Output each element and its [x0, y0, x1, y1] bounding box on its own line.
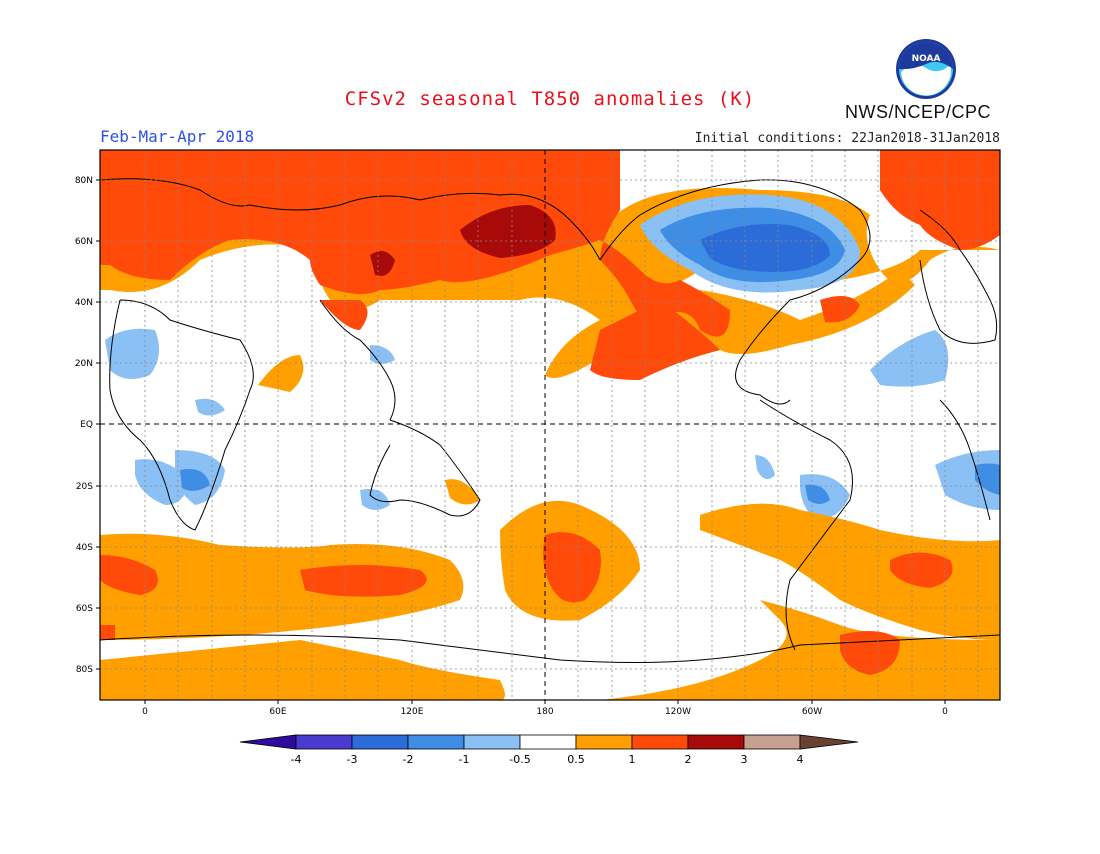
logo-text: NOAA [912, 54, 941, 64]
map-frame [99, 149, 1001, 701]
lat-label: 20N [75, 359, 93, 369]
warm-region-south [100, 533, 464, 640]
lat-label: 40N [75, 298, 93, 308]
lat-ticks [96, 179, 100, 670]
coastlines [100, 178, 1000, 663]
colorbar-segment [687, 734, 745, 750]
colorbar-segment [463, 734, 521, 750]
lat-label: EQ [80, 420, 93, 430]
chart-title: CFSv2 seasonal T850 anomalies (K) [344, 88, 756, 110]
colorbar-label: 1 [629, 753, 636, 766]
colorbar-label: -1 [459, 753, 470, 766]
colorbar-segment [631, 734, 689, 750]
colorbar-labels: -4 -3 -2 -1 -0.5 0.5 1 2 3 4 [291, 753, 804, 766]
agency-label: NWS/NCEP/CPC [845, 102, 992, 122]
anomaly-field [100, 150, 1000, 700]
colorbar-left-arrow [239, 734, 297, 750]
colorbar-segment [743, 734, 801, 750]
lon-label: 120E [401, 707, 424, 717]
lon-label: 0 [942, 707, 948, 717]
warm-region-north-strong [100, 150, 730, 337]
colorbar-right-arrow [799, 734, 859, 750]
colorbar-label: 2 [685, 753, 692, 766]
lat-label: 20S [76, 482, 93, 492]
lat-label: 40S [76, 543, 93, 553]
warm-region-north-strongest [460, 205, 556, 258]
lat-label: 80S [76, 665, 93, 675]
noaa-logo-icon: NOAA [895, 38, 957, 100]
colorbar-segment [575, 734, 633, 750]
colorbar-segment [519, 734, 577, 750]
colorbar-label: 3 [741, 753, 748, 766]
colorbar-label: 0.5 [567, 753, 585, 766]
color-scale-bar [239, 734, 859, 750]
initial-conditions: Initial conditions: 22Jan2018-31Jan2018 [694, 131, 1000, 146]
colorbar-label: -2 [403, 753, 414, 766]
lon-label: 120W [665, 707, 691, 717]
lat-label: 80N [75, 176, 93, 186]
colorbar-segment [295, 734, 353, 750]
lon-label: 60W [802, 707, 822, 717]
colorbar-label: -4 [291, 753, 302, 766]
colorbar-label: 4 [797, 753, 804, 766]
lat-label: 60N [75, 237, 93, 247]
lon-label: 180 [536, 707, 553, 717]
grid-lines [100, 150, 1000, 700]
colorbar-label: -0.5 [509, 753, 530, 766]
forecast-period: Feb-Mar-Apr 2018 [100, 127, 255, 146]
lon-label: 60E [269, 707, 286, 717]
lat-label: 60S [76, 604, 93, 614]
colorbar-segment [407, 734, 465, 750]
lat-labels: 80N 60N 40N 20N EQ 20S 40S 60S 80S [75, 176, 93, 675]
lon-label: 0 [142, 707, 148, 717]
colorbar-segment [351, 734, 409, 750]
lon-ticks [144, 700, 946, 704]
lon-labels: 0 60E 120E 180 120W 60W 0 [142, 707, 948, 717]
colorbar-label: -3 [347, 753, 358, 766]
